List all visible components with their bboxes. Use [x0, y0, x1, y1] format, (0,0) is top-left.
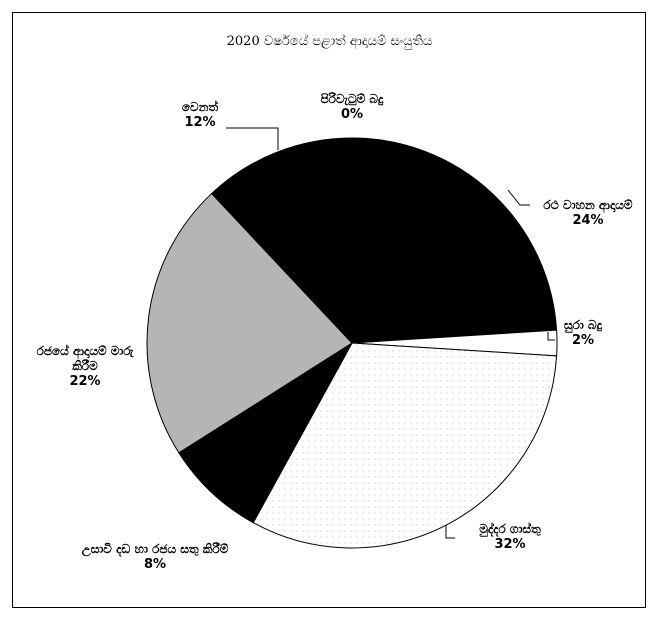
chart-title: 2020 වර්ෂයේ පළාත් ආදායම් සංයුතිය [226, 34, 433, 49]
slice-label: උසාවි දඩ හා රජය සතු කිරීම් 8% [80, 542, 230, 572]
pie-slice [146, 192, 353, 454]
value-label: 2% [571, 333, 595, 348]
pie-slice [178, 342, 353, 524]
category-name: උසාවි දඩ හා රජය සතු කිරීම් [81, 542, 229, 556]
category-name: රජයේ ආදායම් මාරු කිරීම [36, 344, 134, 373]
chart-frame [12, 12, 646, 608]
category-name: රථ වාහන ආදායම් [543, 198, 633, 212]
slice-label: රථ වාහන ආදායම් 24% [528, 198, 648, 228]
leader-lines [226, 127, 555, 539]
value-label: 8% [143, 557, 167, 572]
value-label: 32% [494, 537, 526, 552]
slice-label: සුරා බදු 2% [548, 318, 618, 348]
category-name: වෙනත් [181, 100, 219, 114]
pie-slice [210, 137, 353, 345]
value-label: 0% [340, 107, 364, 122]
category-name: සුරා බදු [564, 318, 602, 332]
slice-label: වෙනත් 12% [160, 100, 240, 130]
value-label: 12% [184, 115, 216, 130]
category-name: මුද්දර ගාස්තු [479, 522, 541, 536]
slice-label: පිරිවැටුම් බදු 0% [292, 92, 412, 122]
value-label: 24% [572, 213, 604, 228]
pie-slice [351, 137, 558, 344]
slice-label: මුද්දර ගාස්තු 32% [460, 522, 560, 552]
category-name: පිරිවැටුම් බදු [320, 92, 384, 106]
pie-slice [252, 342, 558, 549]
value-label: 22% [69, 374, 101, 389]
slice-label: රජයේ ආදායම් මාරු කිරීම 22% [30, 344, 140, 389]
